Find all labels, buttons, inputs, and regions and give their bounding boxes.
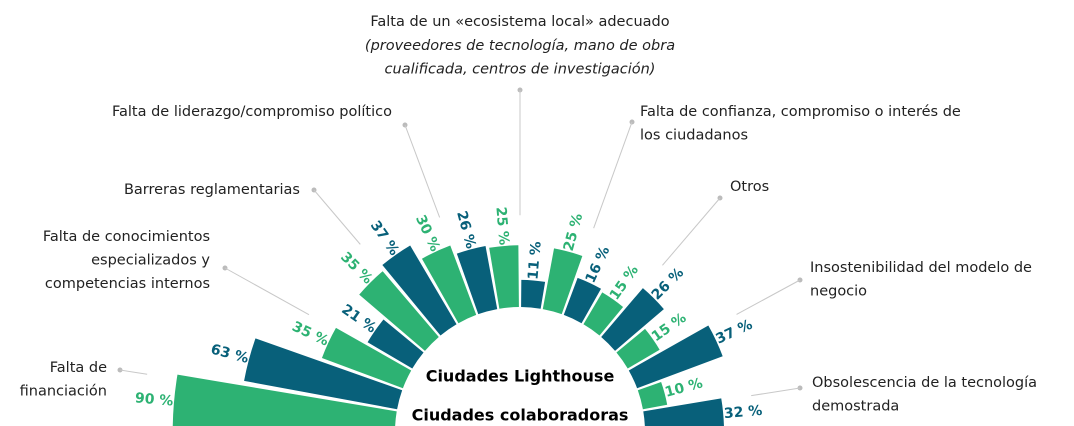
value-label: 90 % <box>134 390 174 409</box>
bar <box>628 325 723 389</box>
value-label: 32 % <box>723 403 763 422</box>
bar <box>382 245 457 336</box>
value-label: 21 % <box>338 302 379 337</box>
value-label: 16 % <box>583 244 614 286</box>
bar <box>583 292 624 336</box>
bar <box>456 245 498 315</box>
bar <box>637 382 668 410</box>
bar <box>172 374 397 426</box>
category-label: Falta de un «ecosistema local» adecuado <box>370 14 669 30</box>
bar <box>321 327 412 389</box>
category-label: Otros <box>730 179 769 195</box>
value-label: 25 % <box>492 206 511 246</box>
category-label: Falta de confianza, compromiso o interés… <box>640 104 961 144</box>
bar <box>643 398 724 426</box>
category-label: Falta de conocimientos especializados y co… <box>43 229 211 292</box>
category-label: Barreras reglamentarias <box>124 182 300 198</box>
value-label: 35 % <box>289 319 331 350</box>
value-label: 37 % <box>367 218 402 259</box>
value-label: 30 % <box>412 213 443 255</box>
value-label: 63 % <box>209 342 250 367</box>
category-label: Insostenibilidad del modelo de negocio <box>810 260 1032 300</box>
value-label: 10 % <box>663 375 704 400</box>
value-label: 26 % <box>649 265 687 303</box>
category-label: Obsolescencia de la tecnología demostrada <box>812 375 1037 415</box>
category-label: Falta de liderazgo/compromiso político <box>112 104 392 120</box>
leader-line <box>751 387 801 397</box>
bar <box>421 245 477 324</box>
bar <box>489 245 519 309</box>
bar <box>542 248 583 315</box>
bar <box>359 271 439 351</box>
leader-line <box>119 369 148 375</box>
leader-line <box>224 267 310 316</box>
category-label: Falta de financiación <box>20 360 107 400</box>
leader-line <box>313 189 361 245</box>
value-label: 35 % <box>337 249 375 287</box>
value-label: 25 % <box>561 212 586 253</box>
value-label: 37 % <box>713 317 755 348</box>
series-name: Ciudades Lighthouse <box>426 367 615 386</box>
leader-line <box>593 121 633 229</box>
value-label: 26 % <box>453 209 478 250</box>
bar <box>521 279 546 309</box>
leader-line <box>736 279 801 315</box>
bar <box>367 319 424 369</box>
bar <box>244 338 403 410</box>
value-label: 11 % <box>525 241 544 281</box>
annotation: (proveedores de tecnología, mano de obra… <box>365 38 675 78</box>
leader-line <box>662 197 721 266</box>
bar <box>616 328 660 369</box>
bar <box>601 288 664 351</box>
bar <box>563 277 602 324</box>
series-name: Ciudades colaboradoras <box>412 406 629 425</box>
leader-line <box>404 124 441 218</box>
